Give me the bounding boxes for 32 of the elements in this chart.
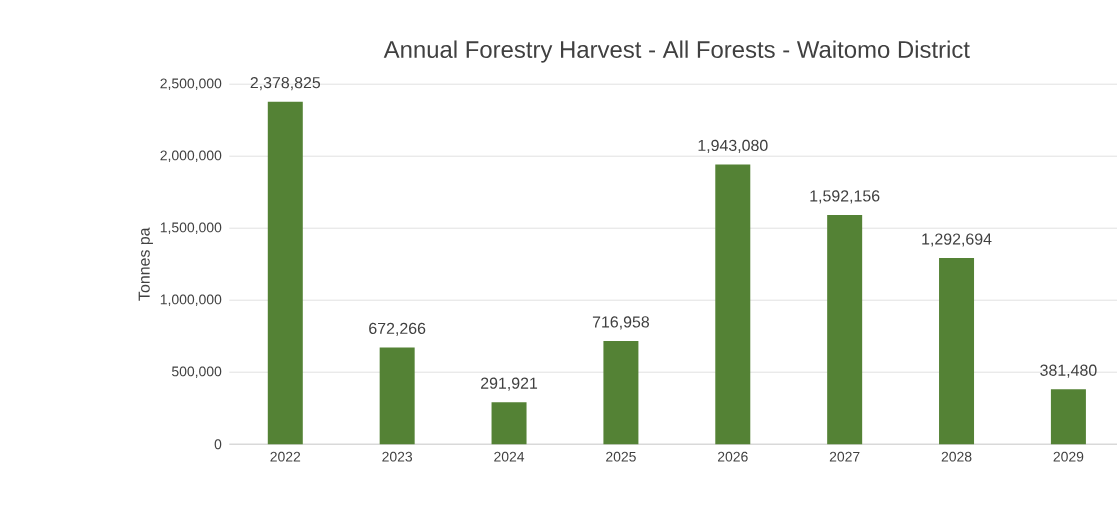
bar: [715, 164, 751, 445]
data-label: 716,958: [592, 316, 650, 330]
y-axis-title: Tonnes pa: [138, 227, 153, 301]
x-tick-label: 2029: [1053, 451, 1084, 462]
y-tick-label: 500,000: [171, 366, 222, 378]
data-label: 672,266: [369, 322, 426, 336]
data-label: 381,480: [1040, 364, 1097, 378]
data-label: 1,292,694: [922, 233, 992, 247]
y-tick-label: 1,000,000: [160, 294, 222, 306]
x-tick-label: 2022: [270, 451, 301, 462]
data-label: 1,943,080: [698, 139, 768, 153]
x-tick-label: 2027: [829, 451, 860, 462]
bar: [267, 101, 303, 445]
bar: [939, 258, 975, 445]
data-label: 1,592,156: [810, 190, 880, 204]
data-label: 2,378,825: [250, 76, 321, 91]
x-tick-label: 2023: [382, 451, 413, 462]
data-label: 291,921: [481, 377, 538, 391]
bar: [827, 214, 863, 445]
y-tick-label: 2,500,000: [160, 78, 222, 90]
bar: [379, 347, 415, 445]
x-tick-label: 2026: [717, 451, 748, 462]
bar: [491, 402, 527, 445]
x-tick-label: 2024: [494, 451, 525, 462]
chart-title: Annual Forestry Harvest - All Forests - Waitomo District: [383, 40, 970, 63]
y-tick-label: 1,500,000: [160, 222, 222, 234]
y-tick-label: 2,000,000: [160, 150, 222, 162]
bar: [1050, 389, 1086, 445]
x-tick-label: 2028: [941, 451, 972, 462]
x-tick-label: 2025: [606, 451, 636, 462]
bar: [603, 340, 639, 445]
y-tick-label: 0: [214, 439, 222, 450]
